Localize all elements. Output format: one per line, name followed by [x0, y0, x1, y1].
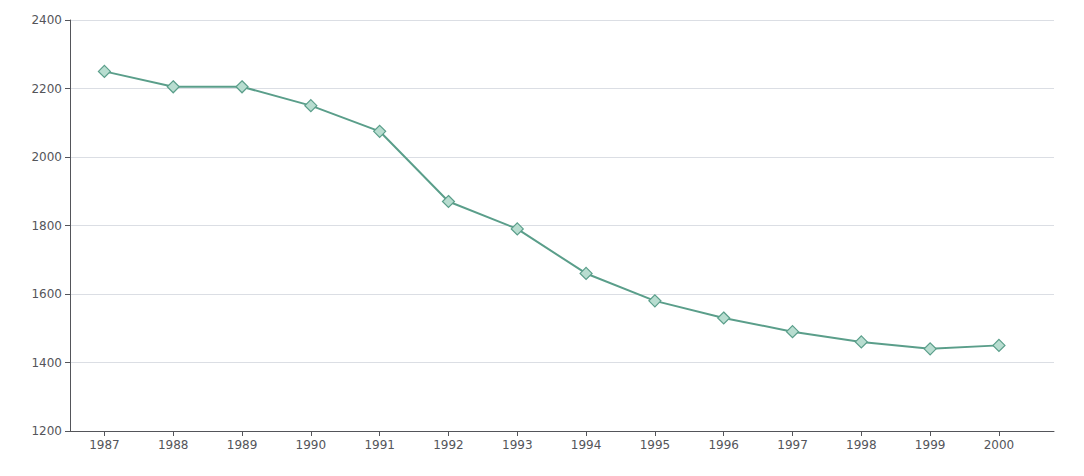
svg-text:2000: 2000 — [31, 150, 62, 164]
svg-text:1999: 1999 — [915, 438, 946, 452]
svg-text:2200: 2200 — [31, 82, 62, 96]
svg-text:1600: 1600 — [31, 287, 62, 301]
svg-text:1996: 1996 — [708, 438, 739, 452]
svg-text:1998: 1998 — [846, 438, 877, 452]
svg-text:1990: 1990 — [296, 438, 327, 452]
svg-text:1995: 1995 — [640, 438, 671, 452]
svg-text:1997: 1997 — [777, 438, 808, 452]
svg-text:1988: 1988 — [158, 438, 189, 452]
svg-text:1987: 1987 — [89, 438, 120, 452]
svg-text:1993: 1993 — [502, 438, 533, 452]
svg-text:2000: 2000 — [984, 438, 1015, 452]
svg-text:1992: 1992 — [433, 438, 464, 452]
svg-text:1400: 1400 — [31, 356, 62, 370]
svg-text:2400: 2400 — [31, 13, 62, 27]
svg-text:1991: 1991 — [364, 438, 395, 452]
svg-text:1800: 1800 — [31, 219, 62, 233]
svg-text:1200: 1200 — [31, 424, 62, 438]
svg-text:1989: 1989 — [227, 438, 258, 452]
svg-text:1994: 1994 — [571, 438, 602, 452]
